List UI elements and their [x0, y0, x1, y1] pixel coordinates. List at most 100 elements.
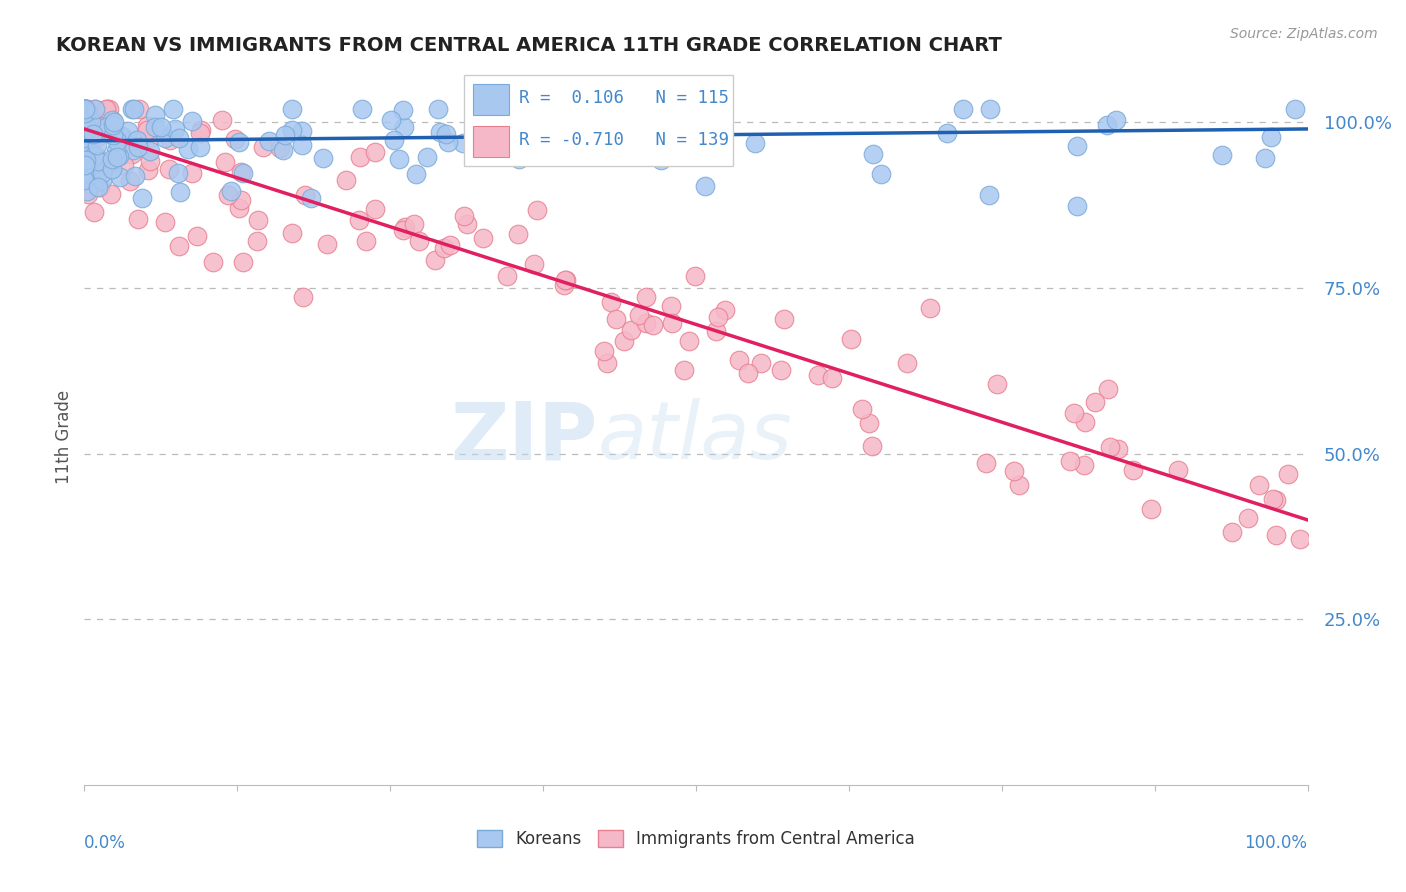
- Point: [627, 308, 650, 322]
- Point: [281, 102, 304, 116]
- FancyBboxPatch shape: [474, 126, 509, 157]
- Point: [402, 217, 425, 231]
- Point: [387, 152, 409, 166]
- Point: [1063, 406, 1085, 420]
- Point: [870, 167, 893, 181]
- Point: [598, 105, 620, 120]
- Point: [87, 154, 110, 169]
- Point: [228, 135, 250, 149]
- Point: [613, 334, 636, 349]
- Point: [232, 166, 254, 180]
- Point: [100, 113, 122, 128]
- Point: [83, 149, 105, 163]
- Legend: Koreans, Immigrants from Central America: Koreans, Immigrants from Central America: [470, 823, 922, 855]
- Point: [526, 202, 548, 217]
- Point: [76, 185, 98, 199]
- Point: [530, 110, 553, 124]
- Point: [637, 102, 659, 116]
- Point: [392, 103, 415, 118]
- Point: [451, 136, 474, 151]
- Point: [659, 299, 682, 313]
- Text: ZIP: ZIP: [451, 398, 598, 476]
- Point: [271, 143, 294, 157]
- Point: [138, 131, 160, 145]
- Point: [211, 113, 233, 128]
- Point: [523, 257, 546, 271]
- Point: [75, 102, 97, 116]
- Point: [76, 103, 98, 118]
- Point: [821, 371, 844, 385]
- Point: [165, 122, 187, 136]
- Point: [363, 145, 385, 160]
- Point: [1265, 492, 1288, 507]
- Point: [75, 139, 97, 153]
- Point: [918, 301, 941, 315]
- Point: [1097, 382, 1119, 396]
- Point: [685, 268, 707, 283]
- Point: [96, 120, 118, 135]
- Point: [728, 353, 751, 368]
- Text: atlas: atlas: [598, 398, 793, 476]
- Point: [138, 144, 160, 158]
- Point: [364, 202, 387, 216]
- Point: [641, 318, 664, 333]
- Point: [86, 137, 108, 152]
- Point: [554, 273, 576, 287]
- Point: [77, 186, 100, 201]
- Point: [73, 144, 96, 158]
- Point: [1284, 102, 1306, 116]
- Point: [83, 161, 105, 175]
- Point: [1288, 533, 1310, 547]
- Point: [101, 128, 124, 143]
- Point: [433, 241, 456, 255]
- Point: [751, 356, 773, 370]
- Point: [76, 102, 98, 116]
- Point: [434, 127, 457, 141]
- Point: [84, 102, 107, 116]
- Point: [977, 187, 1000, 202]
- Point: [292, 290, 315, 304]
- Point: [124, 169, 146, 183]
- Point: [162, 102, 184, 116]
- Point: [150, 120, 173, 134]
- Point: [75, 140, 97, 154]
- Point: [121, 102, 143, 116]
- Point: [1107, 442, 1129, 456]
- Point: [224, 132, 246, 146]
- Point: [678, 334, 700, 348]
- Point: [190, 123, 212, 137]
- Point: [167, 131, 190, 145]
- Point: [394, 219, 416, 234]
- Point: [87, 180, 110, 194]
- Point: [73, 176, 96, 190]
- Point: [143, 120, 166, 134]
- Point: [429, 125, 451, 139]
- Point: [290, 124, 312, 138]
- Point: [269, 141, 291, 155]
- Point: [118, 174, 141, 188]
- Text: KOREAN VS IMMIGRANTS FROM CENTRAL AMERICA 11TH GRADE CORRELATION CHART: KOREAN VS IMMIGRANTS FROM CENTRAL AMERIC…: [56, 36, 1002, 54]
- Point: [1220, 525, 1243, 540]
- Point: [1277, 467, 1299, 481]
- Point: [105, 144, 128, 158]
- Point: [112, 158, 135, 172]
- Point: [94, 102, 117, 116]
- Point: [73, 105, 96, 120]
- Point: [93, 161, 115, 175]
- Point: [159, 133, 181, 147]
- Point: [426, 102, 449, 116]
- Point: [439, 238, 461, 252]
- Point: [858, 416, 880, 430]
- Point: [73, 147, 96, 161]
- Point: [453, 210, 475, 224]
- Point: [188, 126, 211, 140]
- Point: [294, 188, 316, 202]
- Point: [274, 128, 297, 143]
- Point: [91, 166, 114, 180]
- Point: [335, 172, 357, 186]
- Point: [73, 102, 96, 116]
- Point: [1247, 478, 1270, 492]
- Point: [246, 213, 269, 227]
- Point: [935, 126, 957, 140]
- Point: [73, 182, 96, 196]
